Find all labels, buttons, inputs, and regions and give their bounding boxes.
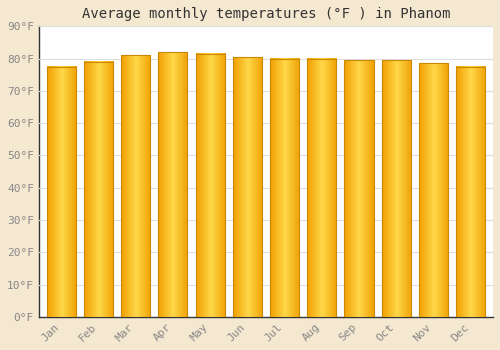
Bar — [196, 54, 224, 317]
Bar — [456, 66, 485, 317]
Bar — [382, 60, 411, 317]
Bar — [270, 58, 299, 317]
Bar — [158, 52, 188, 317]
Bar — [344, 60, 374, 317]
Bar — [308, 58, 336, 317]
Bar — [84, 62, 113, 317]
Bar — [233, 57, 262, 317]
Title: Average monthly temperatures (°F ) in Phanom: Average monthly temperatures (°F ) in Ph… — [82, 7, 450, 21]
Bar — [46, 66, 76, 317]
Bar — [121, 55, 150, 317]
Bar — [419, 63, 448, 317]
